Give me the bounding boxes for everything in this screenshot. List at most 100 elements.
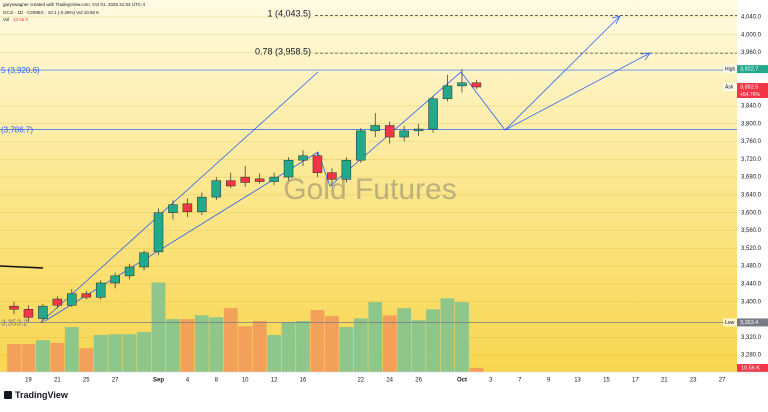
volume-bar <box>108 334 123 372</box>
candle-body <box>81 293 91 298</box>
price-label-name: High <box>725 66 736 72</box>
y-tick-label: 3,480.0 <box>741 264 762 270</box>
candle-body <box>168 204 178 213</box>
candle-body <box>38 305 48 319</box>
x-tick-label: 4 <box>186 378 190 384</box>
x-tick-label: 23 <box>690 378 697 384</box>
x-tick-label: Oct <box>457 378 467 384</box>
y-tick-label: 3,760.0 <box>741 139 762 145</box>
volume-bar <box>64 327 79 372</box>
date-axis-background <box>0 372 768 407</box>
price-label-tag <box>723 82 737 91</box>
price-note-box <box>737 90 768 98</box>
price-label-name: Low <box>725 320 735 326</box>
candle-body <box>240 176 250 183</box>
volume-bar <box>397 308 412 372</box>
candle-body <box>197 196 207 213</box>
y-tick-label: 3,840.0 <box>741 103 762 109</box>
volume-bar <box>21 344 36 372</box>
volume-bar <box>411 320 426 372</box>
volume-label-box <box>737 364 768 373</box>
x-axis: 19 21 25 27 Sep 4 8 10 12 16 22 24 26 Oct 3 7 9 13 15 17 21 2… <box>25 378 726 384</box>
volume-bar <box>223 308 238 372</box>
volume-bar <box>151 282 166 372</box>
price-label-box <box>737 65 768 74</box>
price-label-tag <box>723 318 737 327</box>
level-label: 1 (4,043.5) <box>267 9 311 19</box>
x-tick-label: 19 <box>25 378 32 384</box>
price-label: 3,353.4 <box>740 320 758 326</box>
y-tick-label: 3,520.0 <box>741 246 762 252</box>
y-tick-label: 3,280.0 <box>741 353 762 359</box>
y-tick-label: 3,640.0 <box>741 192 762 198</box>
y-tick-label: 3,800.0 <box>741 121 762 127</box>
x-tick-label: 10 <box>242 378 249 384</box>
arrow-head <box>611 15 621 25</box>
y-tick-label: 4,040.0 <box>741 14 762 20</box>
price-label-name: Ask <box>725 84 734 90</box>
volume-bar <box>310 310 325 372</box>
x-tick-label: 12 <box>271 378 278 384</box>
candles <box>9 69 482 323</box>
x-tick-label: 17 <box>632 378 639 384</box>
levels: 1 (4,043.5) 0.78 (3,958.5) 5 (3,920.6) (3,7… <box>0 9 737 328</box>
price-label: 3,922.7 <box>740 67 758 73</box>
x-tick-label: 9 <box>547 378 551 384</box>
projection-path <box>504 52 651 131</box>
symbol-line: GC1! · 1D · COMEX · 10.1 (-0.26%) Vol 10… <box>3 10 99 15</box>
volume-bar <box>7 344 21 372</box>
price-note: +54.76% <box>740 92 760 98</box>
x-tick-label: 16 <box>300 378 307 384</box>
level-label: (3,786.7) <box>1 126 33 135</box>
arrow-head <box>640 52 651 61</box>
drawing-line <box>0 265 44 269</box>
volume-bar <box>252 321 267 372</box>
candle-body <box>226 180 236 187</box>
volume-bar <box>368 302 383 372</box>
x-tick-label: 22 <box>357 378 364 384</box>
x-tick-label: Sep <box>153 378 164 384</box>
x-tick-label: 26 <box>415 378 422 384</box>
grid <box>0 16 737 356</box>
volume-bar <box>455 302 469 372</box>
candle-body <box>283 159 294 178</box>
price-label-tag <box>723 65 737 74</box>
candle-body <box>95 282 106 298</box>
candle-body <box>312 155 323 173</box>
logo-icon <box>4 391 12 399</box>
price-label-box <box>737 318 768 327</box>
candle-body <box>254 178 265 182</box>
candle-body <box>399 130 409 138</box>
candle-body <box>428 98 438 130</box>
watermark: Gold Futures <box>283 173 456 206</box>
y-tick-label: 3,960.0 <box>741 50 762 56</box>
volume-bar <box>50 342 65 372</box>
x-tick-label: 21 <box>54 378 61 384</box>
candle-body <box>341 159 352 180</box>
volume-bar <box>281 322 296 372</box>
candle-body <box>356 130 366 161</box>
credit: garyswagner created with TradingView.com… <box>3 2 145 7</box>
candle-body <box>153 212 164 253</box>
y-tick-label: 3,680.0 <box>741 175 762 181</box>
volume-bar <box>339 327 354 372</box>
y-tick-label: 3,440.0 <box>741 281 762 287</box>
candle-body <box>110 275 120 284</box>
y-tick-label: 3,600.0 <box>741 210 762 216</box>
candle-body <box>298 155 308 161</box>
price-label: 3,882.5 <box>740 84 758 90</box>
x-tick-label: 21 <box>661 378 668 384</box>
volume-bar <box>93 334 108 372</box>
trend-line <box>39 71 319 324</box>
level-label: 3,353.2 <box>1 319 28 328</box>
x-tick-label: 15 <box>603 378 610 384</box>
price-label-box <box>737 82 768 91</box>
volume-bar <box>79 348 94 372</box>
volume-bar <box>238 326 253 372</box>
x-tick-label: 7 <box>518 378 522 384</box>
volume-bar <box>209 317 224 372</box>
x-tick-label: 13 <box>574 378 581 384</box>
y-tick-label: 3,400.0 <box>741 299 762 305</box>
